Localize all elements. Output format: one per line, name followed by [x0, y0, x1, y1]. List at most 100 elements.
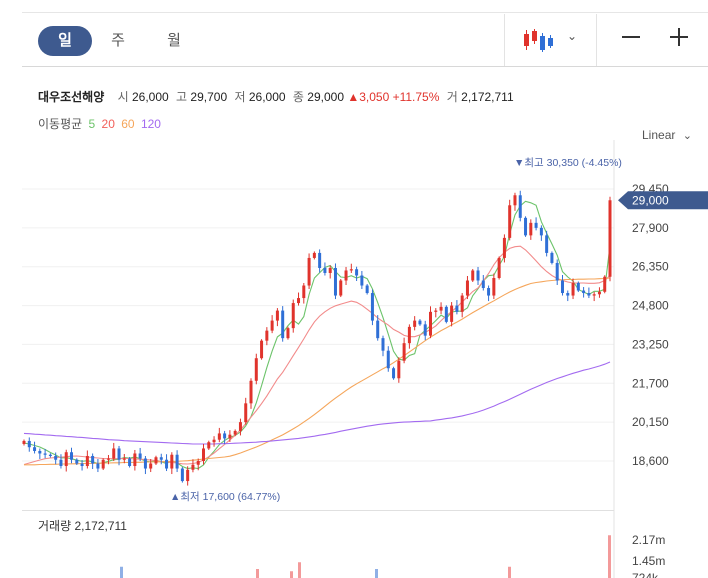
candle: [471, 270, 475, 281]
candle: [207, 442, 211, 449]
volume-title: 거래량 2,172,711: [38, 519, 127, 533]
candle: [455, 305, 459, 312]
candle: [439, 306, 443, 311]
candle: [133, 453, 137, 467]
candlestick-chart-type-icon[interactable]: [522, 28, 556, 52]
ma120-line: [23, 361, 611, 445]
candle: [286, 328, 290, 339]
candle: [397, 360, 401, 379]
candle: [22, 440, 26, 444]
zoom-out-icon[interactable]: [622, 36, 640, 38]
ma5-legend[interactable]: 5: [88, 117, 96, 131]
candle: [117, 448, 121, 460]
candle: [143, 458, 147, 469]
candle: [249, 380, 253, 404]
low-price: 26,000: [248, 90, 286, 104]
volume-divider: [22, 510, 614, 511]
candle: [191, 464, 195, 470]
candle: [423, 324, 427, 336]
candle: [508, 205, 512, 238]
candle: [566, 293, 570, 296]
candle: [80, 463, 84, 467]
volume-tick-label: 2.17m: [632, 533, 665, 547]
volume-bar: [290, 571, 293, 578]
candle: [85, 455, 89, 467]
candle: [165, 459, 169, 469]
candle: [223, 433, 227, 439]
candlestick-chart[interactable]: 29,45027,90026,35024,80023,25021,70020,1…: [0, 140, 708, 578]
candle: [201, 448, 205, 461]
candle: [587, 293, 591, 296]
candle: [54, 455, 58, 460]
candle: [476, 270, 480, 281]
candle: [386, 350, 390, 369]
y-tick-label: 24,800: [632, 299, 669, 313]
high-label: 고: [176, 90, 188, 104]
volume-bar: [608, 535, 611, 578]
candle: [33, 447, 37, 451]
candle: [159, 457, 163, 460]
tab-monthly[interactable]: 월: [167, 32, 181, 49]
scale-label: Linear: [642, 128, 676, 142]
candle: [244, 403, 248, 423]
candle: [555, 262, 559, 281]
candle: [154, 457, 158, 464]
candle: [571, 283, 575, 296]
candle: [265, 330, 269, 341]
candle: [59, 459, 63, 467]
candle: [48, 454, 52, 456]
candle: [529, 222, 533, 236]
candle: [492, 277, 496, 296]
candle: [333, 267, 337, 296]
candle: [465, 280, 469, 296]
volume-tick-label: 724k: [632, 571, 659, 578]
close-label: 종: [292, 90, 304, 104]
candle: [217, 433, 221, 440]
open-label: 시: [117, 90, 129, 104]
ma20-legend[interactable]: 20: [101, 117, 115, 131]
candle: [597, 291, 601, 295]
candle: [91, 455, 95, 464]
toolbar-divider: [504, 14, 505, 66]
ma120-legend[interactable]: 120: [140, 117, 161, 131]
candle: [328, 267, 332, 273]
candle: [318, 252, 322, 268]
candle: [64, 452, 68, 467]
y-tick-label: 18,600: [632, 454, 669, 468]
candle: [539, 227, 543, 236]
candle: [43, 453, 47, 455]
ma60-line: [24, 277, 611, 466]
candle: [149, 463, 153, 469]
chevron-down-icon[interactable]: ⌄: [567, 29, 578, 43]
candle: [212, 439, 216, 443]
candle: [381, 338, 385, 351]
candle: [413, 320, 417, 327]
tab-daily[interactable]: 일: [38, 26, 92, 56]
candle: [75, 459, 79, 464]
candle: [38, 450, 42, 454]
candle: [275, 310, 279, 321]
candle: [112, 448, 116, 459]
candle: [270, 320, 274, 331]
candle: [180, 468, 184, 482]
tab-weekly[interactable]: 주: [111, 32, 125, 49]
volume-tick-label: 1.45m: [632, 554, 665, 568]
candle: [128, 458, 132, 467]
ma-legend-label: 이동평균: [38, 117, 83, 131]
candle: [186, 469, 190, 482]
zoom-in-icon[interactable]: [670, 28, 688, 46]
candle: [481, 280, 485, 289]
candle: [106, 458, 110, 460]
y-tick-label: 26,350: [632, 260, 669, 274]
candle: [175, 454, 179, 469]
volume-value: 2,172,711: [461, 90, 514, 104]
stock-name: 대우조선해양: [38, 90, 105, 104]
volume-bar: [508, 566, 511, 578]
candle: [608, 200, 612, 277]
candle: [312, 252, 316, 258]
scale-selector[interactable]: Linear ⌄: [642, 128, 692, 142]
ma60-legend[interactable]: 60: [121, 117, 135, 131]
candle: [70, 452, 74, 460]
candle: [323, 267, 327, 273]
volume-bar: [298, 562, 301, 578]
